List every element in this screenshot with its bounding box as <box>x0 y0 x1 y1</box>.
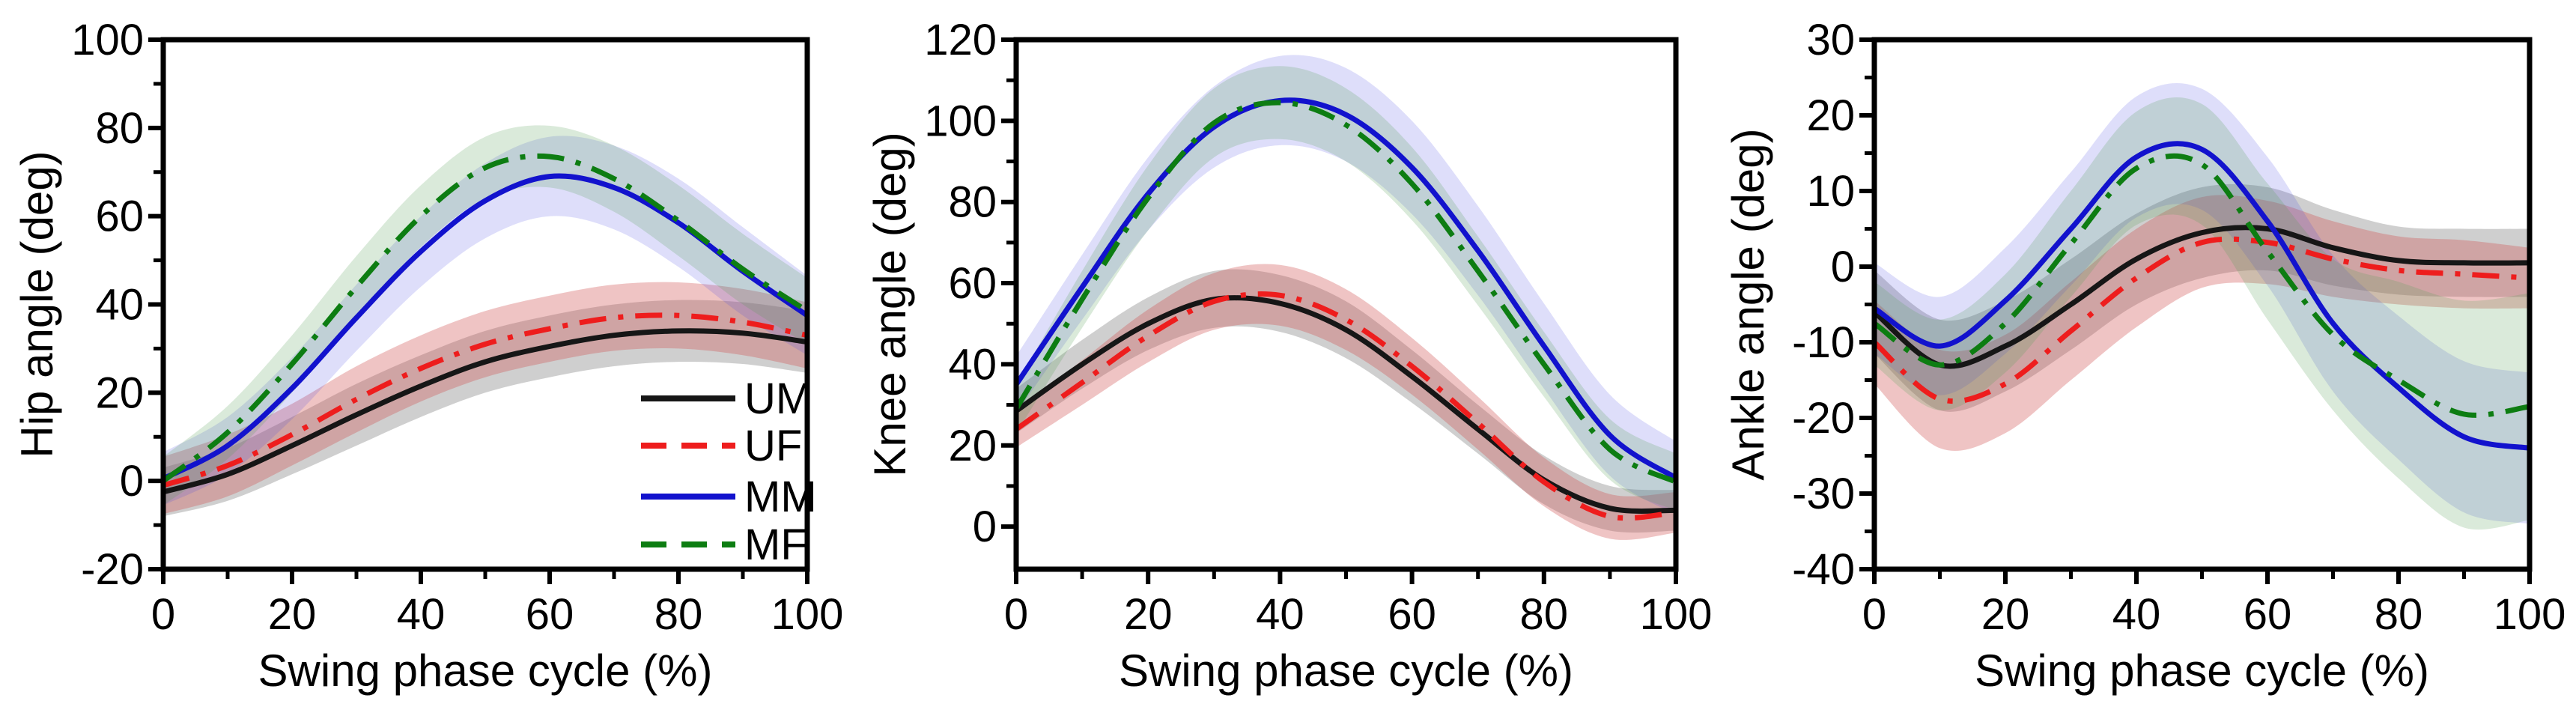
y-tick-label: 60 <box>95 192 144 241</box>
series-um-line-ankle <box>1874 225 2530 369</box>
band-uf-knee <box>1016 264 1676 540</box>
y-tick-label: -40 <box>1792 545 1855 594</box>
legend-item-uf: UF <box>641 422 802 470</box>
band-mm-knee <box>1016 55 1676 515</box>
y-tick-label: 100 <box>71 16 144 64</box>
x-tick-label: 0 <box>1004 590 1028 639</box>
band-um-hip <box>163 300 807 517</box>
y-axis-title-ankle: Ankle angle (deg) <box>1723 128 1773 480</box>
axes-box-knee <box>1013 37 1679 572</box>
plot-knee: 0 20 40 60 80 100 0 20 40 60 80 100 120 Swing phase c… <box>865 16 1712 696</box>
y-axis-title-knee: Knee angle (deg) <box>865 132 915 476</box>
x-tick-label: 80 <box>1520 590 1569 639</box>
x-tick-label: 40 <box>1256 590 1304 639</box>
x-axis-title-knee: Swing phase cycle (%) <box>1119 646 1573 696</box>
y-tick-label: 0 <box>973 503 997 551</box>
axes-box-hip <box>160 37 810 572</box>
series-mf-line-ankle <box>1874 153 2530 418</box>
y-tick-label: 100 <box>924 97 997 145</box>
ticks-ankle: 0 20 40 60 80 100 -40 -30 -20 -10 0 10 20 30 <box>1792 16 2566 639</box>
x-tick-label: 60 <box>526 590 574 639</box>
band-mm-ankle <box>1874 83 2530 524</box>
y-tick-label: 40 <box>95 281 144 330</box>
plot-ankle: 0 20 40 60 80 100 -40 -30 -20 -10 0 10 20 30 Swing pha… <box>1723 16 2566 696</box>
x-tick-label: 60 <box>1388 590 1436 639</box>
x-tick-label: 40 <box>397 590 446 639</box>
x-tick-label: 80 <box>2375 590 2423 639</box>
y-tick-label: 80 <box>948 178 997 227</box>
y-tick-label: 20 <box>1806 91 1855 140</box>
y-tick-label: 40 <box>948 340 997 389</box>
y-tick-label: -20 <box>81 545 144 594</box>
x-tick-label: 20 <box>1124 590 1173 639</box>
plot-area-ankle <box>1874 83 2530 530</box>
plot-area-hip <box>163 125 807 517</box>
x-tick-label: 0 <box>151 590 175 639</box>
y-tick-label: 20 <box>948 422 997 470</box>
x-tick-label: 80 <box>654 590 703 639</box>
y-tick-label: -30 <box>1792 470 1855 518</box>
x-tick-label: 100 <box>1640 590 1713 639</box>
series-mf-line-hip <box>163 153 807 483</box>
legend-label-um: UM <box>744 374 812 423</box>
x-axis-title-ankle: Swing phase cycle (%) <box>1975 646 2429 696</box>
axes-box-ankle <box>1871 37 2533 572</box>
band-um-ankle <box>1874 183 2530 412</box>
y-tick-label: -10 <box>1792 318 1855 367</box>
y-tick-label: 30 <box>1806 16 1855 64</box>
x-tick-label: 100 <box>2494 590 2566 639</box>
x-tick-label: 20 <box>268 590 317 639</box>
legend-item-mm: MM <box>641 473 817 521</box>
y-tick-label: 60 <box>948 259 997 308</box>
series-mm-line-knee <box>1016 97 1676 481</box>
x-tick-label: 20 <box>1981 590 2030 639</box>
y-tick-label: 0 <box>120 457 144 506</box>
ticks-knee: 0 20 40 60 80 100 0 20 40 60 80 100 120 <box>924 16 1712 639</box>
series-uf-line-knee <box>1016 291 1676 521</box>
x-tick-label: 100 <box>771 590 844 639</box>
band-uf-hip <box>163 282 807 515</box>
y-tick-label: 80 <box>95 104 144 153</box>
legend-item-mf: MF <box>641 521 807 569</box>
y-tick-label: -20 <box>1792 394 1855 443</box>
band-mf-knee <box>1016 66 1676 511</box>
x-tick-label: 40 <box>2112 590 2161 639</box>
x-tick-label: 0 <box>1862 590 1886 639</box>
series-um-line-knee <box>1016 295 1676 514</box>
plot-area-knee <box>1016 55 1676 540</box>
legend-item-um: UM <box>641 374 812 423</box>
legend-label-mm: MM <box>744 473 817 521</box>
y-axis-title-hip: Hip angle (deg) <box>12 151 62 458</box>
series-uf-line-hip <box>163 312 807 488</box>
legend-label-uf: UF <box>744 422 802 470</box>
y-tick-label: 20 <box>95 368 144 417</box>
x-tick-label: 60 <box>2244 590 2292 639</box>
series-mm-line-ankle <box>1874 141 2530 451</box>
y-tick-label: 0 <box>1831 243 1855 291</box>
y-tick-label: 120 <box>924 16 997 64</box>
y-tick-label: 10 <box>1806 167 1855 216</box>
series-mf-line-knee <box>1016 100 1676 485</box>
legend-label-mf: MF <box>744 521 807 569</box>
series-uf-line-ankle <box>1874 236 2530 404</box>
series-um-line-hip <box>163 328 807 495</box>
band-um-knee <box>1016 269 1676 533</box>
x-axis-title-hip: Swing phase cycle (%) <box>258 646 713 696</box>
band-mm-hip <box>163 136 807 506</box>
band-mf-hip <box>163 125 807 506</box>
band-uf-ankle <box>1874 195 2530 452</box>
band-mf-ankle <box>1874 97 2530 530</box>
